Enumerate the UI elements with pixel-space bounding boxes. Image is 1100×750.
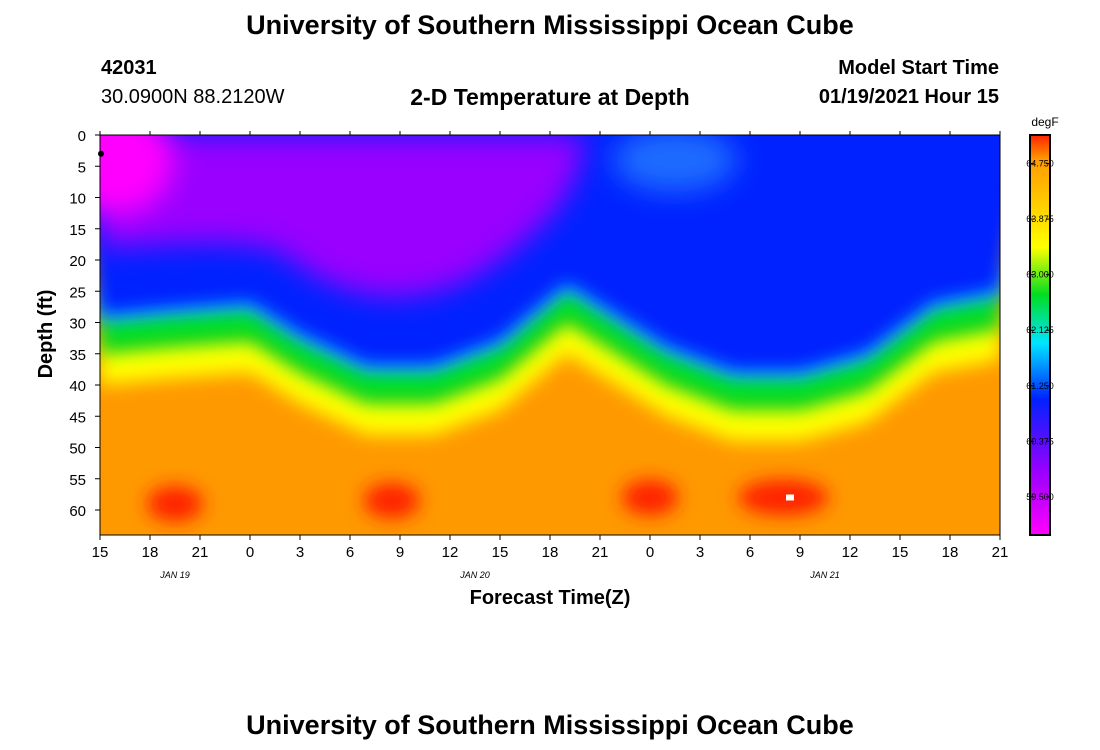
model-start-label: Model Start Time [838,57,999,79]
maximum-marker [786,494,794,501]
colorbar-label: 59.500 [1026,492,1054,502]
x-tick-label: 12 [842,544,859,561]
x-tick-label: 21 [992,544,1009,561]
y-axis-label: Depth (ft) [35,290,57,379]
x-tick-label: 12 [442,544,459,561]
x-tick-label: 6 [346,544,354,561]
x-tick-label: 15 [492,544,509,561]
station-id: 42031 [101,57,157,79]
y-tick-label: 0 [78,128,86,145]
surface-warm-patch [613,135,737,192]
y-tick-label: 10 [69,191,86,208]
y-tick-label: 15 [69,222,86,239]
x-tick-label: 9 [396,544,404,561]
model-start-time: 01/19/2021 Hour 15 [818,86,999,108]
cold-region-violet [100,135,584,297]
x-tick-label: 15 [892,544,909,561]
page-title: University of Southern Mississippi Ocean… [246,10,854,40]
x-tick-label: 0 [246,544,254,561]
y-tick-label: 60 [69,503,86,520]
y-tick-label: 5 [78,159,86,176]
date-label: JAN 19 [159,570,190,580]
x-tick-label: 18 [542,544,559,561]
warm-spot [363,482,420,519]
date-label: JAN 21 [809,570,840,580]
x-tick-label: 21 [592,544,609,561]
warm-spot [738,479,829,516]
y-tick-label: 40 [69,378,86,395]
y-tick-label: 50 [69,441,86,458]
warm-spot [147,485,203,522]
station-coordinates: 30.0900N 88.2120W [101,86,285,108]
x-tick-label: 9 [796,544,804,561]
y-tick-label: 20 [69,253,86,270]
x-tick-label: 18 [942,544,959,561]
x-tick-label: 6 [746,544,754,561]
date-label: JAN 20 [459,570,490,580]
x-tick-label: 15 [92,544,109,561]
warm-spot [622,479,678,516]
colorbar-label: 60.375 [1026,436,1054,446]
colorbar-label: 62.125 [1026,325,1054,335]
y-tick-label: 30 [69,316,86,333]
plot-title: 2-D Temperature at Depth [410,84,690,110]
x-tick-label: 18 [142,544,159,561]
footer-title: University of Southern Mississippi Ocean… [246,710,854,740]
y-tick-label: 55 [69,472,86,489]
y-tick-label: 35 [69,347,86,364]
colorbar [1029,134,1051,536]
y-tick-label: 45 [69,409,86,426]
cold-spot-magenta [100,135,174,215]
colorbar-label: 64.750 [1026,159,1054,169]
minimum-marker [98,150,104,157]
colorbar-label: 63.875 [1026,214,1054,224]
x-axis-label: Forecast Time(Z) [470,587,631,609]
x-tick-label: 3 [296,544,304,561]
colorbar-unit: degF [1031,115,1058,129]
x-tick-label: 0 [646,544,654,561]
y-tick-label: 25 [69,284,86,301]
colorbar-label: 63.000 [1026,270,1054,280]
x-tick-label: 21 [192,544,209,561]
colorbar-label: 61.250 [1026,381,1054,391]
x-tick-label: 3 [696,544,704,561]
